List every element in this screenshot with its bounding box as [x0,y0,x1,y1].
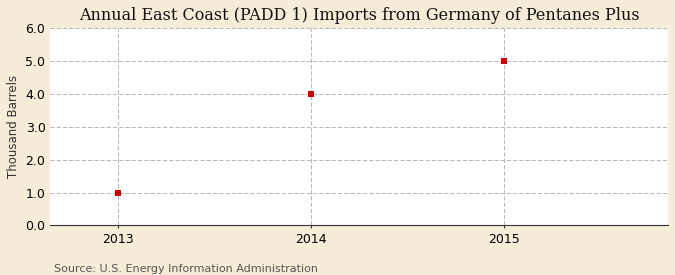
Y-axis label: Thousand Barrels: Thousand Barrels [7,75,20,178]
Title: Annual East Coast (PADD 1) Imports from Germany of Pentanes Plus: Annual East Coast (PADD 1) Imports from … [79,7,639,24]
Text: Source: U.S. Energy Information Administration: Source: U.S. Energy Information Administ… [54,264,318,274]
